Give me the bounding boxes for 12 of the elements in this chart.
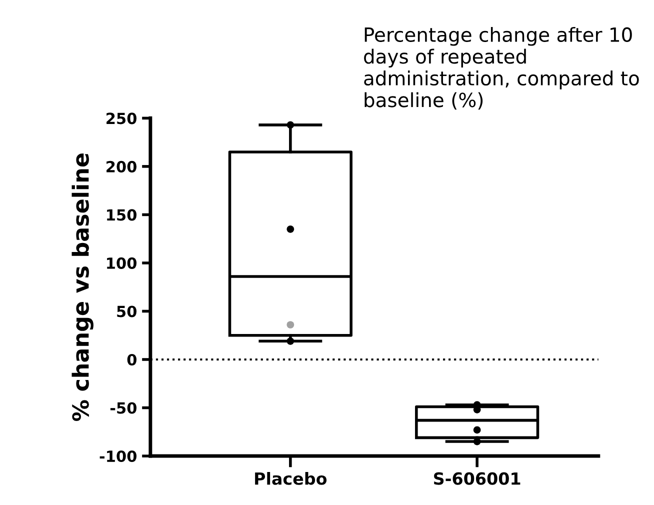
y-axis-title: % change vs baseline — [72, 154, 94, 422]
y-tick-label: -100 — [100, 450, 136, 462]
y-tick-label: 250 — [106, 112, 136, 124]
x-tick-label: S-606001 — [434, 472, 520, 485]
x-tick-label: Placebo — [255, 472, 327, 485]
y-tick-label: 50 — [117, 306, 136, 318]
chart-title: Percentage change after 10 days of repeated administration, compared to baseline (%) — [364, 26, 639, 110]
y-tick-label: 100 — [107, 257, 136, 269]
y-tick-label: 200 — [106, 160, 136, 172]
y-tick-label: 150 — [107, 209, 136, 221]
y-tick-label: 0 — [127, 354, 136, 366]
y-tick-label: -50 — [110, 402, 136, 414]
